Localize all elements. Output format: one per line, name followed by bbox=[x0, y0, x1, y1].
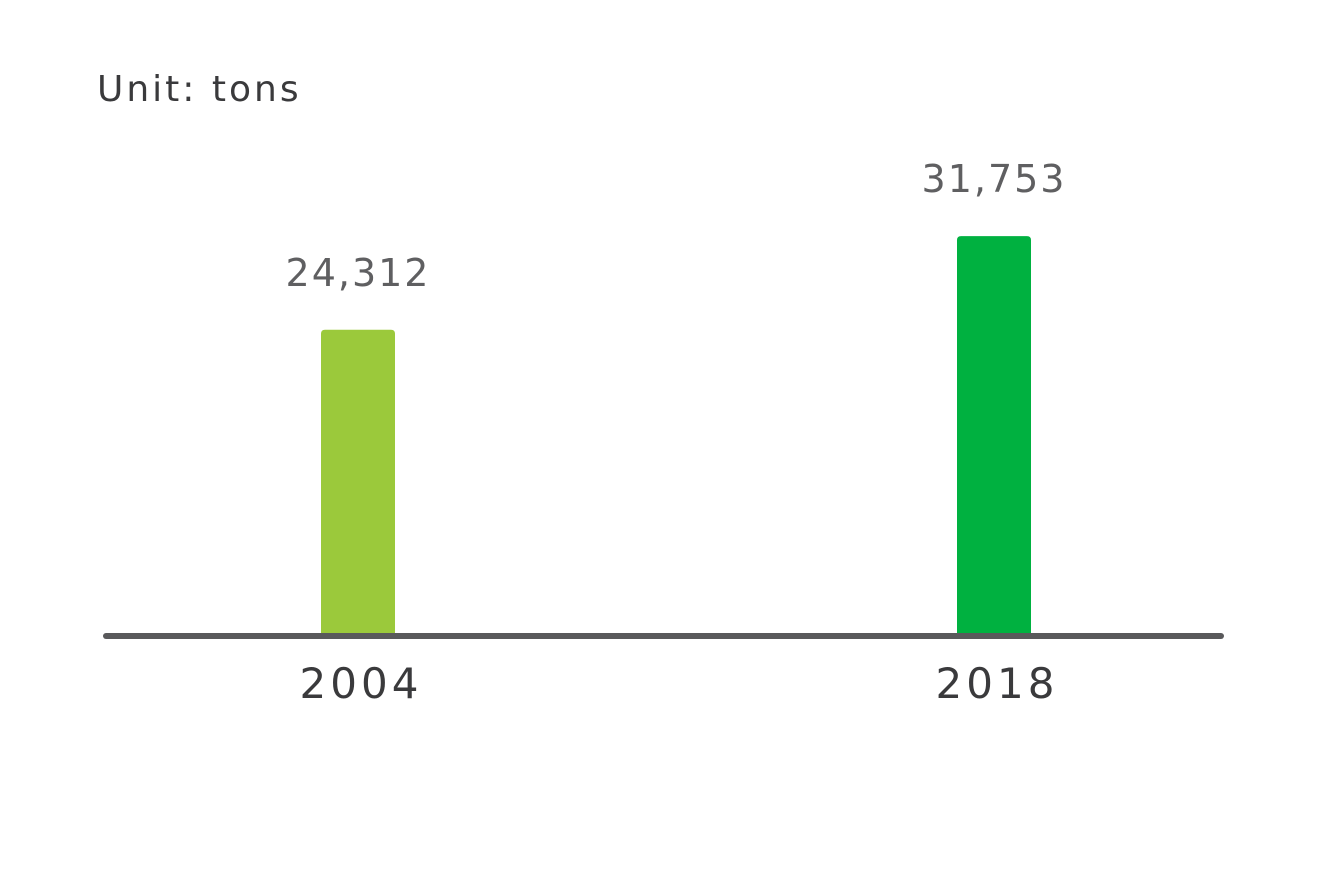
bar-2018 bbox=[957, 236, 1031, 636]
unit-label: Unit: tons bbox=[97, 69, 302, 110]
category-label-2018: 2018 bbox=[936, 659, 1059, 708]
bar-2004 bbox=[321, 329, 395, 636]
labels-layer: 24,312 2004 31,753 2018 bbox=[286, 157, 1067, 708]
value-label-2004: 24,312 bbox=[286, 251, 431, 295]
value-label-2018: 31,753 bbox=[922, 157, 1067, 201]
bars-layer bbox=[321, 236, 1031, 636]
category-label-2004: 2004 bbox=[300, 659, 423, 708]
